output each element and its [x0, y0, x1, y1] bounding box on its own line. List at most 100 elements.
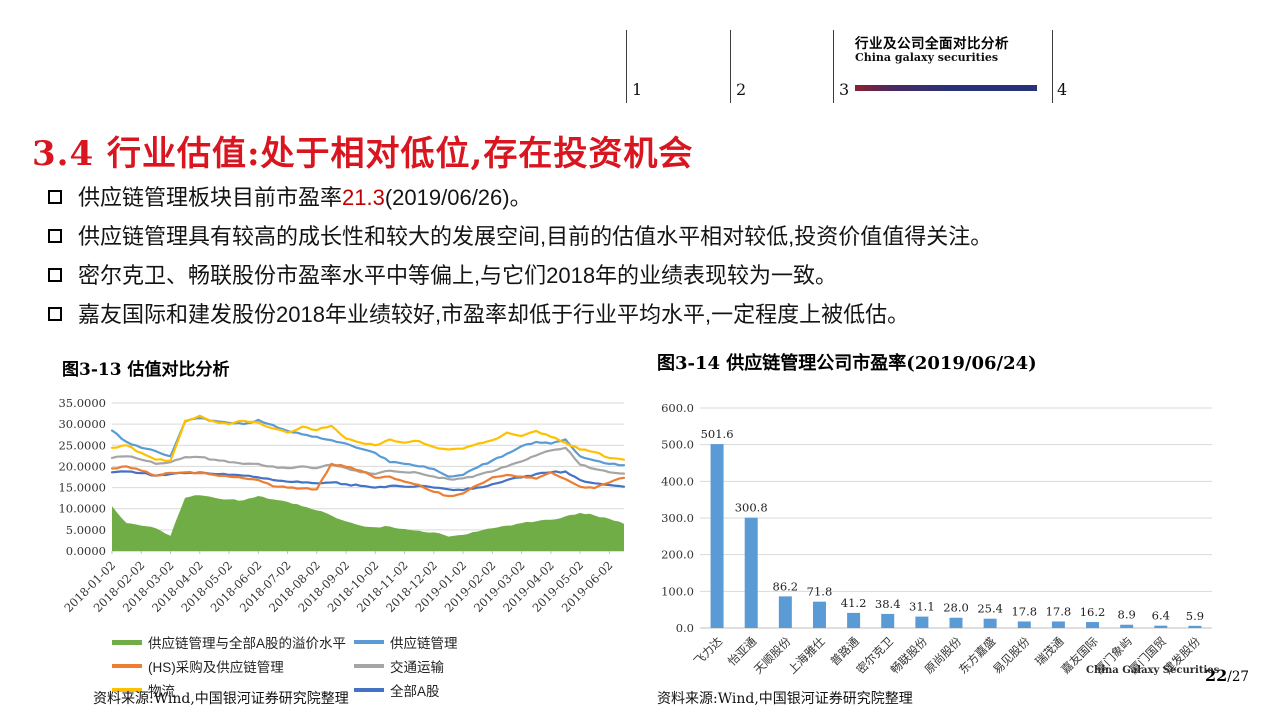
- bar: [847, 612, 861, 628]
- y-tick-label: 300.0: [661, 511, 694, 525]
- bar-value-label: 38.4: [875, 597, 901, 611]
- legend-swatch-icon: [112, 688, 142, 692]
- chart1-legend: 供应链管理与全部A股的溢价水平 供应链管理 (HS)采购及供应链管理 交通运输物流 全部…: [112, 630, 492, 702]
- bar: [778, 596, 792, 628]
- header-step-3: 3: [839, 80, 850, 99]
- x-tick-label: 东方嘉盛: [956, 634, 998, 676]
- legend-swatch-icon: [112, 639, 142, 645]
- bullet-item: 密尔克卫、畅联股份市盈率水平中等偏上,与它们2018年的业绩表现较为一致。: [44, 262, 1224, 290]
- header-divider: [730, 30, 731, 103]
- y-tick-label: 0.0: [676, 621, 694, 635]
- header-step-1: 1: [632, 80, 643, 99]
- page-number: 22/27: [1205, 666, 1249, 685]
- x-tick-label: 密尔克卫: [853, 634, 895, 676]
- chart2-title: 图3-14 供应链管理公司市盈率(2019/06/24): [657, 353, 1037, 374]
- header-section-title: 行业及公司全面对比分析: [855, 36, 1009, 51]
- bar-value-label: 41.2: [841, 596, 867, 610]
- header-divider: [626, 30, 627, 103]
- header-step-4: 4: [1057, 80, 1068, 99]
- bar: [915, 616, 929, 628]
- bullet-text: 密尔克卫、畅联股份市盈率水平中等偏上,与它们2018年的业绩表现较为一致。: [78, 263, 838, 288]
- bar: [744, 517, 758, 628]
- bullet-checkbox-icon: [48, 229, 62, 243]
- bullet-text: 嘉友国际和建发股份2018年业绩较好,市盈率却低于行业平均水平,一定程度上被低估…: [78, 302, 910, 327]
- x-tick-label: 易见股份: [990, 634, 1033, 677]
- bullet-item: 供应链管理具有较高的成长性和较大的发展空间,目前的估值水平相对较低,投资价值值得…: [44, 223, 1224, 251]
- bar: [1017, 621, 1031, 628]
- bullet-text: 供应链管理具有较高的成长性和较大的发展空间,目前的估值水平相对较低,投资价值值得…: [78, 224, 993, 249]
- bar-value-label: 71.8: [807, 585, 833, 599]
- highlighted-value: 21.3: [342, 185, 385, 210]
- bar: [1154, 625, 1168, 628]
- legend-label: 物流: [148, 684, 175, 699]
- header-section-subtitle: China galaxy securities: [855, 51, 999, 64]
- legend-label: (HS)采购及供应链管理: [148, 660, 284, 675]
- y-tick-label: 25.0000: [58, 438, 106, 452]
- bar-value-label: 86.2: [773, 579, 799, 593]
- bar-value-label: 300.8: [735, 501, 768, 515]
- header-divider: [833, 30, 834, 103]
- y-tick-label: 30.0000: [58, 417, 106, 431]
- x-tick-label: 飞力达: [691, 634, 726, 669]
- bar: [983, 618, 997, 628]
- pe-ratio-bar-chart: 0.0 100.0 200.0 300.0 400.0 500.0 600.0 501.6 飞力…: [661, 401, 1212, 677]
- bar-value-label: 16.2: [1080, 605, 1106, 619]
- legend-label: 供应链管理与全部A股的溢价水平: [148, 636, 347, 651]
- bar-value-label: 31.1: [909, 600, 935, 614]
- bar-value-label: 17.8: [1011, 604, 1037, 618]
- bar-value-label: 17.8: [1046, 604, 1072, 618]
- y-tick-label: 35.0000: [58, 396, 106, 410]
- legend-label: 交通运输: [390, 660, 444, 675]
- chart2-source: 资料来源:Wind,中国银河证券研究院整理: [657, 691, 913, 707]
- legend-row: 物流 全部A股: [112, 678, 492, 702]
- y-tick-label: 600.0: [661, 401, 694, 415]
- header-step-2: 2: [736, 80, 747, 99]
- y-tick-label: 400.0: [661, 474, 694, 488]
- bar: [1120, 624, 1134, 628]
- y-tick-label: 200.0: [661, 548, 694, 562]
- bar: [1051, 621, 1065, 628]
- bar-value-label: 501.6: [701, 427, 734, 441]
- bullet-checkbox-icon: [48, 190, 62, 204]
- legend-item-all-a-shares: 全部A股: [354, 680, 440, 700]
- bar: [1188, 625, 1202, 628]
- bullet-list: 供应链管理板块目前市盈率21.3(2019/06/26)。 供应链管理具有较高的成…: [44, 184, 1224, 340]
- legend-swatch-icon: [354, 640, 384, 644]
- chart1-title: 图3-13 估值对比分析: [62, 360, 230, 380]
- bar-value-label: 6.4: [1152, 609, 1170, 623]
- chart1-source: 资料来源:Wind,中国银河证券研究院整理: [93, 691, 349, 707]
- legend-label: 全部A股: [390, 684, 440, 699]
- watermark: China Galaxy Securities: [1086, 665, 1220, 676]
- page-title: 3.4 行业估值:处于相对低位,存在投资机会: [32, 134, 694, 174]
- legend-swatch-icon: [354, 664, 384, 668]
- bar: [949, 617, 963, 628]
- bar-value-label: 25.4: [977, 602, 1003, 616]
- x-tick-label: 上海雅仕: [785, 634, 828, 677]
- legend-swatch-icon: [354, 688, 384, 692]
- bullet-checkbox-icon: [48, 307, 62, 321]
- y-tick-label: 500.0: [661, 438, 694, 452]
- line-series-supply-chain: [110, 417, 626, 478]
- line-series-hs-procurement: [110, 462, 626, 498]
- legend-row: 供应链管理与全部A股的溢价水平 供应链管理: [112, 630, 492, 654]
- header-divider: [1052, 30, 1053, 103]
- legend-item-supply-chain: 供应链管理: [354, 632, 458, 652]
- y-tick-label: 5.0000: [66, 523, 106, 537]
- y-tick-label: 0.0000: [66, 544, 106, 558]
- y-tick-label: 100.0: [661, 584, 694, 598]
- page-number-total: /27: [1227, 669, 1249, 685]
- bar-value-label: 28.0: [943, 601, 969, 615]
- legend-item-logistics: 物流: [112, 680, 354, 700]
- legend-swatch-icon: [112, 664, 142, 668]
- y-tick-label: 20.0000: [58, 459, 106, 473]
- bullet-checkbox-icon: [48, 268, 62, 282]
- line-series-logistics: [110, 414, 626, 463]
- legend-label: 供应链管理: [390, 636, 458, 651]
- bar-value-label: 5.9: [1186, 609, 1204, 623]
- bullet-item: 嘉友国际和建发股份2018年业绩较好,市盈率却低于行业平均水平,一定程度上被低估…: [44, 301, 1224, 329]
- bar-value-label: 8.9: [1118, 608, 1136, 622]
- legend-row: (HS)采购及供应链管理 交通运输: [112, 654, 492, 678]
- y-tick-label: 10.0000: [58, 502, 106, 516]
- y-tick-label: 15.0000: [58, 481, 106, 495]
- bar: [812, 601, 826, 628]
